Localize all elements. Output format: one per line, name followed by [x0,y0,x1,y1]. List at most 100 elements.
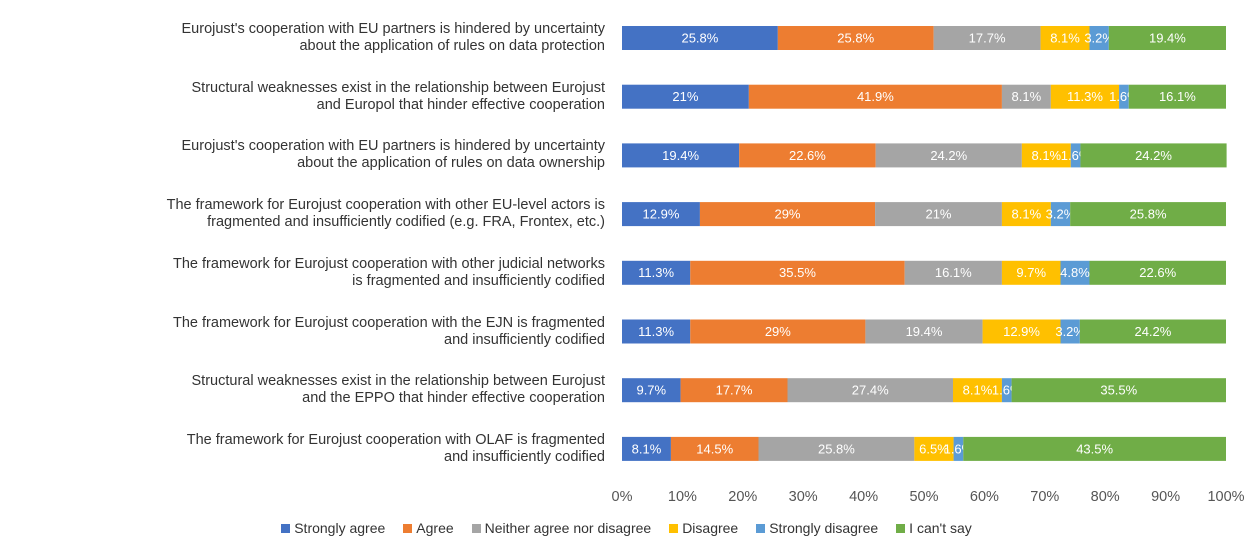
value-label: 25.8% [1130,207,1167,222]
value-label: 12.9% [643,207,680,222]
bar-segment [1001,260,1061,285]
category-label: Structural weaknesses exist in the relat… [191,79,605,113]
bar-segment [1001,84,1051,109]
value-label: 24.2% [1135,148,1172,163]
bar-segment [622,26,778,50]
category-label: Eurojust's cooperation with EU partners … [181,21,606,54]
bar-segment [622,436,671,461]
value-label: 11.3% [1067,89,1103,104]
value-label: 16.1% [935,265,972,280]
value-label: 8.1% [1012,89,1042,104]
bar-segment [670,436,759,461]
value-label: 25.8% [818,441,855,456]
bar-segment [1080,143,1227,168]
legend-label: Agree [416,520,454,536]
value-label: 3.2% [1046,207,1076,222]
legend-label: I can't say [909,520,972,536]
x-tick-label: 60% [970,489,999,505]
bar-segment [622,143,740,168]
value-label: 24.2% [930,148,967,163]
legend-item: Strongly agree [281,520,385,536]
legend-label: Strongly agree [294,520,386,536]
legend-swatch [756,524,766,533]
value-label: 19.4% [662,148,699,163]
value-label: 8.1% [1031,148,1061,163]
value-label: 22.6% [1139,265,1176,280]
x-tick-label: 10% [668,489,697,505]
bar-segment [1001,202,1051,227]
value-label: 9.7% [636,383,666,398]
bar-segment [1128,84,1226,109]
x-tick-label: 0% [612,489,633,505]
value-label: 19.4% [906,324,943,339]
value-label: 35.5% [779,265,816,280]
value-label: 12.9% [1003,324,1040,339]
bar-segment [1070,202,1226,227]
legend-swatch [669,524,679,533]
legend-swatch [471,524,481,533]
x-tick-label: 90% [1151,489,1180,505]
bar-segment [680,378,788,403]
value-label: 14.5% [696,441,733,456]
value-label: 3.2% [1055,324,1085,339]
value-label: 16.1% [1159,89,1196,104]
legend-label: Disagree [682,520,739,536]
category-label: Eurojust's cooperation with EU partners … [181,138,606,172]
bar-segment [1108,26,1226,50]
bar-segment [952,378,1002,403]
bar-segment [982,319,1061,344]
legend-swatch [403,524,413,533]
legend: Strongly agree Agree Neither agree nor dis… [0,520,1253,536]
value-label: 8.1% [963,383,993,398]
bar-segment [622,319,691,344]
value-label: 17.7% [716,383,753,398]
legend-label: Neither agree nor disagree [484,520,652,536]
legend-swatch [281,524,291,533]
bar-segment [748,84,1002,109]
bar-segment [622,378,681,403]
value-label: 6.5% [919,441,949,456]
legend-item: Agree [403,520,454,536]
bar-segment [963,436,1226,461]
value-label: 25.8% [681,30,718,45]
bar-segment [1089,260,1226,285]
bar-segment [875,143,1022,168]
value-label: 25.8% [837,30,874,45]
value-label: 22.6% [789,148,826,163]
category-label: Structural weaknesses exist in the relat… [191,373,605,407]
value-label: 43.5% [1076,441,1113,456]
bar-segment [904,260,1002,285]
bar-segment [1001,378,1012,403]
bar-segment [1060,260,1090,285]
bar-segment [1119,84,1129,109]
value-label: 11.3% [638,324,674,339]
bar-segment [1011,378,1226,403]
bar-segment [622,84,749,109]
bar-segment [622,260,691,285]
x-tick-label: 50% [909,489,938,505]
x-tick-label: 20% [728,489,757,505]
bar-segment [690,260,905,285]
category-label: The framework for Eurojust cooperation w… [166,197,605,231]
bar-segment [1089,26,1109,50]
value-label: 9.7% [1016,265,1046,280]
legend-item: Neither agree nor disagree [471,520,652,536]
value-label: 35.5% [1100,383,1137,398]
bar-segment [865,319,983,344]
x-tick-label: 70% [1030,489,1059,505]
bar-segment [690,319,866,344]
bar-segment [622,202,700,227]
bar-segment [1070,143,1081,168]
legend-item: Strongly disagree [756,520,878,536]
bar-segment [1060,319,1080,344]
value-label: 21% [672,89,698,104]
bar-segment [933,26,1041,50]
value-label: 8.1% [1050,30,1080,45]
bar-segment [1050,84,1120,109]
legend-item: Disagree [669,520,738,536]
bar-segment [1040,26,1090,50]
bar-segment [953,436,964,461]
x-tick-label: 40% [849,489,878,505]
category-label: The framework for Eurojust cooperation w… [173,255,605,289]
